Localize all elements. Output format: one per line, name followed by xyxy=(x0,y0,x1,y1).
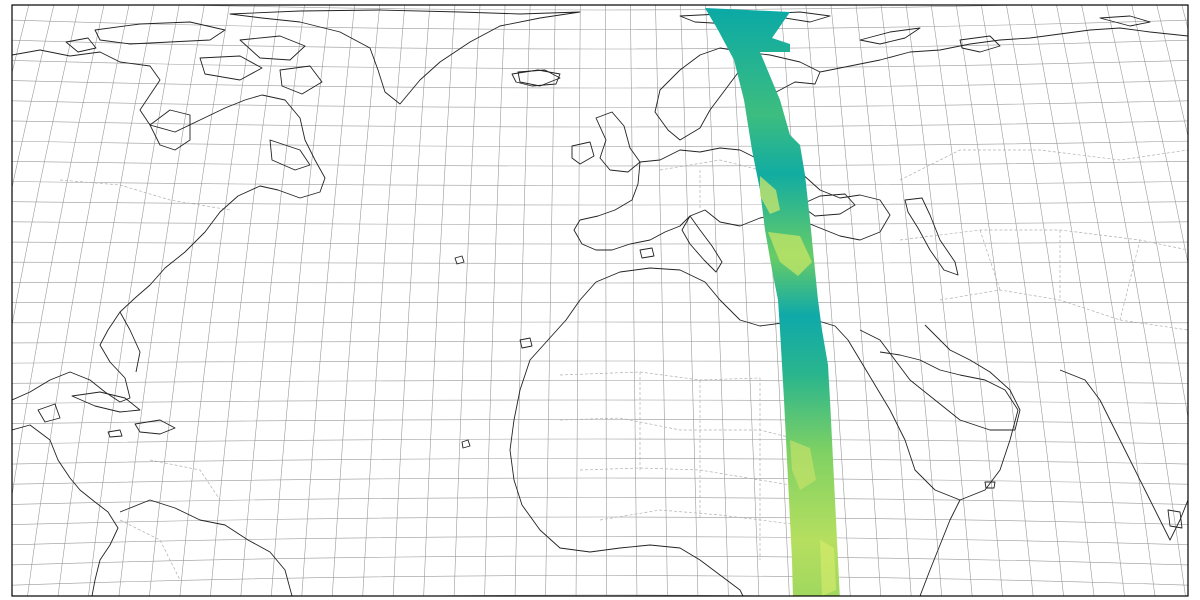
greenland-coast xyxy=(229,9,581,105)
graticule-meridian xyxy=(1106,5,1188,420)
graticule-parallel xyxy=(12,221,1188,225)
graticule-parallel xyxy=(12,60,1188,69)
swath-highlight xyxy=(820,540,836,596)
graticule-meridian xyxy=(880,5,942,596)
graticule-meridian xyxy=(453,5,481,596)
graticule-meridian xyxy=(12,5,80,327)
graticule-parallel xyxy=(175,5,1025,11)
graticule-meridian xyxy=(680,5,699,596)
graticule-parallel xyxy=(12,458,1188,465)
coastlines xyxy=(12,9,1188,596)
graticule-parallel xyxy=(12,161,1188,167)
graticule-parallel xyxy=(12,380,1188,384)
graticule-parallel xyxy=(12,341,1188,344)
graticule-meridian xyxy=(830,5,882,596)
graticule-meridian xyxy=(855,5,912,596)
india-coast xyxy=(1059,369,1188,541)
graticule-meridian xyxy=(484,5,506,596)
graticule-meridian xyxy=(362,5,406,596)
graticule-meridian xyxy=(301,5,355,596)
graticule-parallel xyxy=(12,282,1188,284)
graticule-meridian xyxy=(730,5,760,596)
swath-highlight xyxy=(768,232,812,276)
north-america-coast xyxy=(12,49,326,403)
satellite-swath xyxy=(705,8,840,596)
graticule-meridian xyxy=(1031,5,1125,596)
graticule-meridian xyxy=(955,5,1034,596)
graticule-parallel xyxy=(12,497,1188,505)
graticule-meridian xyxy=(930,5,1003,596)
graticule-meridian xyxy=(655,5,668,596)
graticule-meridian xyxy=(423,5,456,596)
graticule-parallel xyxy=(12,19,1188,30)
graticule-meridian xyxy=(392,5,431,596)
graticule-parallel xyxy=(12,39,1188,50)
iceland-coast xyxy=(511,69,561,87)
graticule-parallel xyxy=(12,261,1188,264)
graticule-meridian xyxy=(210,5,280,596)
graticule-parallel xyxy=(12,477,1188,485)
graticule-meridian xyxy=(1006,5,1095,596)
graticule-parallel xyxy=(12,181,1188,186)
graticule-meridian xyxy=(1081,5,1186,596)
graticule-parallel xyxy=(12,100,1188,108)
graticule-meridian xyxy=(1056,5,1156,596)
graticule-meridian xyxy=(240,5,305,596)
graticule-parallel xyxy=(12,555,1188,566)
graticule-parallel xyxy=(12,419,1188,424)
caspian-sea-coast xyxy=(904,197,959,276)
graticule-meridian xyxy=(331,5,381,596)
graticule-parallel xyxy=(12,201,1188,206)
graticule-meridian xyxy=(12,5,105,498)
graticule-meridian xyxy=(57,5,155,596)
swath-highlight xyxy=(790,440,816,490)
graticule-parallel xyxy=(12,80,1188,89)
graticule-meridian xyxy=(88,5,180,596)
country-borders xyxy=(59,149,1188,581)
graticule-parallel xyxy=(12,399,1188,404)
graticule-parallel xyxy=(391,594,809,596)
graticule-meridian xyxy=(1156,5,1188,138)
graticule-meridian xyxy=(905,5,973,596)
graticule-parallel xyxy=(12,575,1188,586)
graticule-meridian xyxy=(575,5,581,596)
graticule-meridian xyxy=(118,5,205,596)
swath-highlight xyxy=(760,176,780,214)
graticule-parallel xyxy=(12,140,1188,147)
graticule-parallel xyxy=(12,516,1188,525)
graticule-parallel xyxy=(12,321,1188,324)
graticule-parallel xyxy=(12,438,1188,445)
graticule-meridian xyxy=(12,5,55,190)
graticule-meridian xyxy=(605,5,607,596)
south-america-coast xyxy=(119,499,293,596)
caribbean-islands xyxy=(71,391,141,413)
graticule-meridian xyxy=(149,5,230,596)
graticule-meridian xyxy=(27,5,130,596)
british-isles-coast xyxy=(595,111,641,173)
graticule-parallel xyxy=(12,360,1188,364)
africa-coast xyxy=(595,267,1019,501)
black-sea-coast xyxy=(799,193,856,217)
graticule-meridian xyxy=(179,5,255,596)
map-frame-border xyxy=(11,4,1189,597)
graticule-meridian xyxy=(1131,5,1188,265)
graticule-meridian xyxy=(271,5,330,596)
graticule-parallel xyxy=(12,241,1188,245)
graticule-meridian xyxy=(981,5,1064,596)
